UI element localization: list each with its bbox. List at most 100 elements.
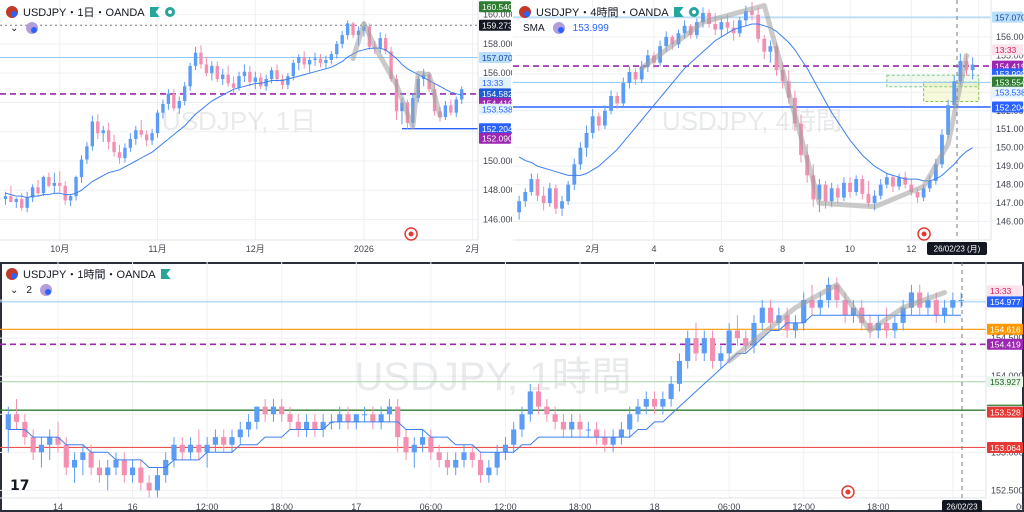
candle-body: [639, 66, 644, 80]
pane-4h[interactable]: USDJPY・4時間・OANDA SMA 153.999 USDJPY, 4時間…: [513, 0, 1024, 258]
candle-body: [264, 79, 268, 87]
candle-body: [105, 467, 111, 476]
watermark: USDJPY, 4時間: [662, 106, 842, 136]
candle-body: [478, 459, 484, 476]
candle-body: [552, 414, 558, 422]
symbol-title[interactable]: USDJPY・4時間・OANDA: [536, 7, 669, 19]
candle-body: [345, 23, 350, 36]
price-tick-label: 150.000: [996, 143, 1024, 153]
candle-body: [128, 139, 133, 148]
time-tick-label: 8: [780, 244, 785, 254]
candle-body: [940, 134, 944, 165]
candle-body: [817, 184, 822, 200]
chart-canvas[interactable]: USDJPY, 4時間 146.000 147.000 148.000 149.000 1…: [513, 0, 1024, 258]
zone-rect: [886, 74, 980, 88]
candle-body: [85, 146, 89, 160]
chevron-down-icon[interactable]: ⌄: [10, 284, 19, 296]
candle-body: [713, 24, 718, 30]
candle-body: [177, 100, 181, 109]
candle-body: [139, 130, 143, 135]
price-label-bg: [992, 44, 1023, 56]
candle-body: [345, 414, 351, 422]
price-label: 13:33: [995, 45, 1017, 55]
flag-icon[interactable]: [673, 7, 684, 17]
candle-body: [718, 353, 724, 361]
candle-body: [138, 467, 144, 483]
flag-icon[interactable]: [160, 269, 171, 279]
pane-1h[interactable]: USDJPY・1時間・OANDA ⌄ 2 USDJPY, 1時間 152.500 1…: [0, 262, 1024, 512]
candle-body: [411, 444, 417, 453]
candle-body: [221, 74, 225, 80]
candle-body: [144, 134, 149, 141]
event-dot: [408, 231, 414, 237]
candle-body: [68, 196, 73, 201]
candle-body: [854, 179, 859, 192]
chevron-down-icon[interactable]: ⌄: [10, 22, 19, 34]
price-label-bg: [987, 285, 1023, 297]
price-tick-label: 151.000: [996, 124, 1024, 134]
candle-body: [155, 112, 160, 134]
candle-body: [307, 60, 312, 65]
price-label-bg: [479, 1, 511, 13]
candle-body: [792, 322, 798, 331]
candle-body: [259, 77, 263, 87]
candle-body: [921, 188, 926, 198]
candle-body: [891, 177, 895, 187]
indicator-settings-icon[interactable]: [552, 22, 565, 34]
price-label: 157.070: [995, 12, 1024, 22]
candle-body: [743, 338, 749, 346]
candle-body: [494, 452, 500, 468]
candle-body: [759, 307, 765, 323]
pane-header[interactable]: USDJPY・1時間・OANDA: [6, 266, 171, 282]
flag-icon[interactable]: [149, 7, 160, 17]
candle-body: [529, 179, 534, 192]
candle-body: [627, 72, 632, 84]
symbol-title[interactable]: USDJPY・1時間・OANDA: [23, 269, 156, 281]
pane-header[interactable]: USDJPY・1日・OANDA: [6, 4, 175, 20]
symbol-title[interactable]: USDJPY・1日・OANDA: [23, 7, 145, 19]
candle-body: [725, 22, 730, 28]
candle-body: [670, 36, 675, 45]
indicator-settings-icon[interactable]: [26, 22, 39, 34]
price-label-bg: [479, 19, 511, 31]
candle-body: [41, 177, 46, 194]
indicator-name[interactable]: SMA: [523, 22, 545, 34]
candle-body: [701, 12, 705, 23]
candle-body: [449, 105, 453, 113]
candle-body: [47, 437, 53, 445]
candle-body: [768, 307, 774, 323]
price-label-bg: [992, 101, 1023, 113]
candle-body: [596, 116, 601, 126]
candle-body: [166, 93, 171, 104]
candle-body: [30, 187, 35, 198]
candle-body: [668, 383, 674, 400]
chart-canvas[interactable]: USDJPY, 1日146.000148.000150.000152.00015…: [0, 0, 512, 258]
candle-body: [90, 121, 95, 147]
candle-body: [801, 300, 807, 323]
candle-body: [751, 322, 757, 346]
candle-body: [14, 414, 20, 422]
indicator-settings-icon[interactable]: [39, 284, 52, 296]
price-tick-label: 154.000: [991, 371, 1024, 381]
candle-body: [96, 121, 100, 134]
candle-body: [523, 192, 528, 202]
candle-body: [933, 300, 939, 316]
candle-body: [58, 182, 62, 186]
pane-daily[interactable]: USDJPY・1日・OANDA ⌄ USDJPY, 1日146.000148.0…: [0, 0, 512, 258]
candle-body: [312, 421, 318, 430]
tradingview-logo[interactable]: 17: [10, 478, 30, 494]
candle-body: [394, 79, 399, 112]
candle-body: [171, 444, 177, 460]
candle-body: [106, 130, 111, 142]
chart-canvas[interactable]: USDJPY, 1時間152.500153.000153.500154.0001…: [0, 262, 1024, 512]
market-open-icon: [164, 7, 175, 17]
candle-body: [743, 11, 748, 21]
candle-body: [313, 58, 317, 60]
pane-header[interactable]: USDJPY・4時間・OANDA: [519, 4, 699, 20]
candle-body: [182, 86, 187, 101]
price-tick-label: 160.000: [483, 10, 512, 20]
candle-body: [610, 437, 616, 445]
candle-body: [353, 414, 359, 422]
candle-body: [826, 284, 832, 301]
indicator-row: SMA 153.999: [523, 22, 609, 34]
